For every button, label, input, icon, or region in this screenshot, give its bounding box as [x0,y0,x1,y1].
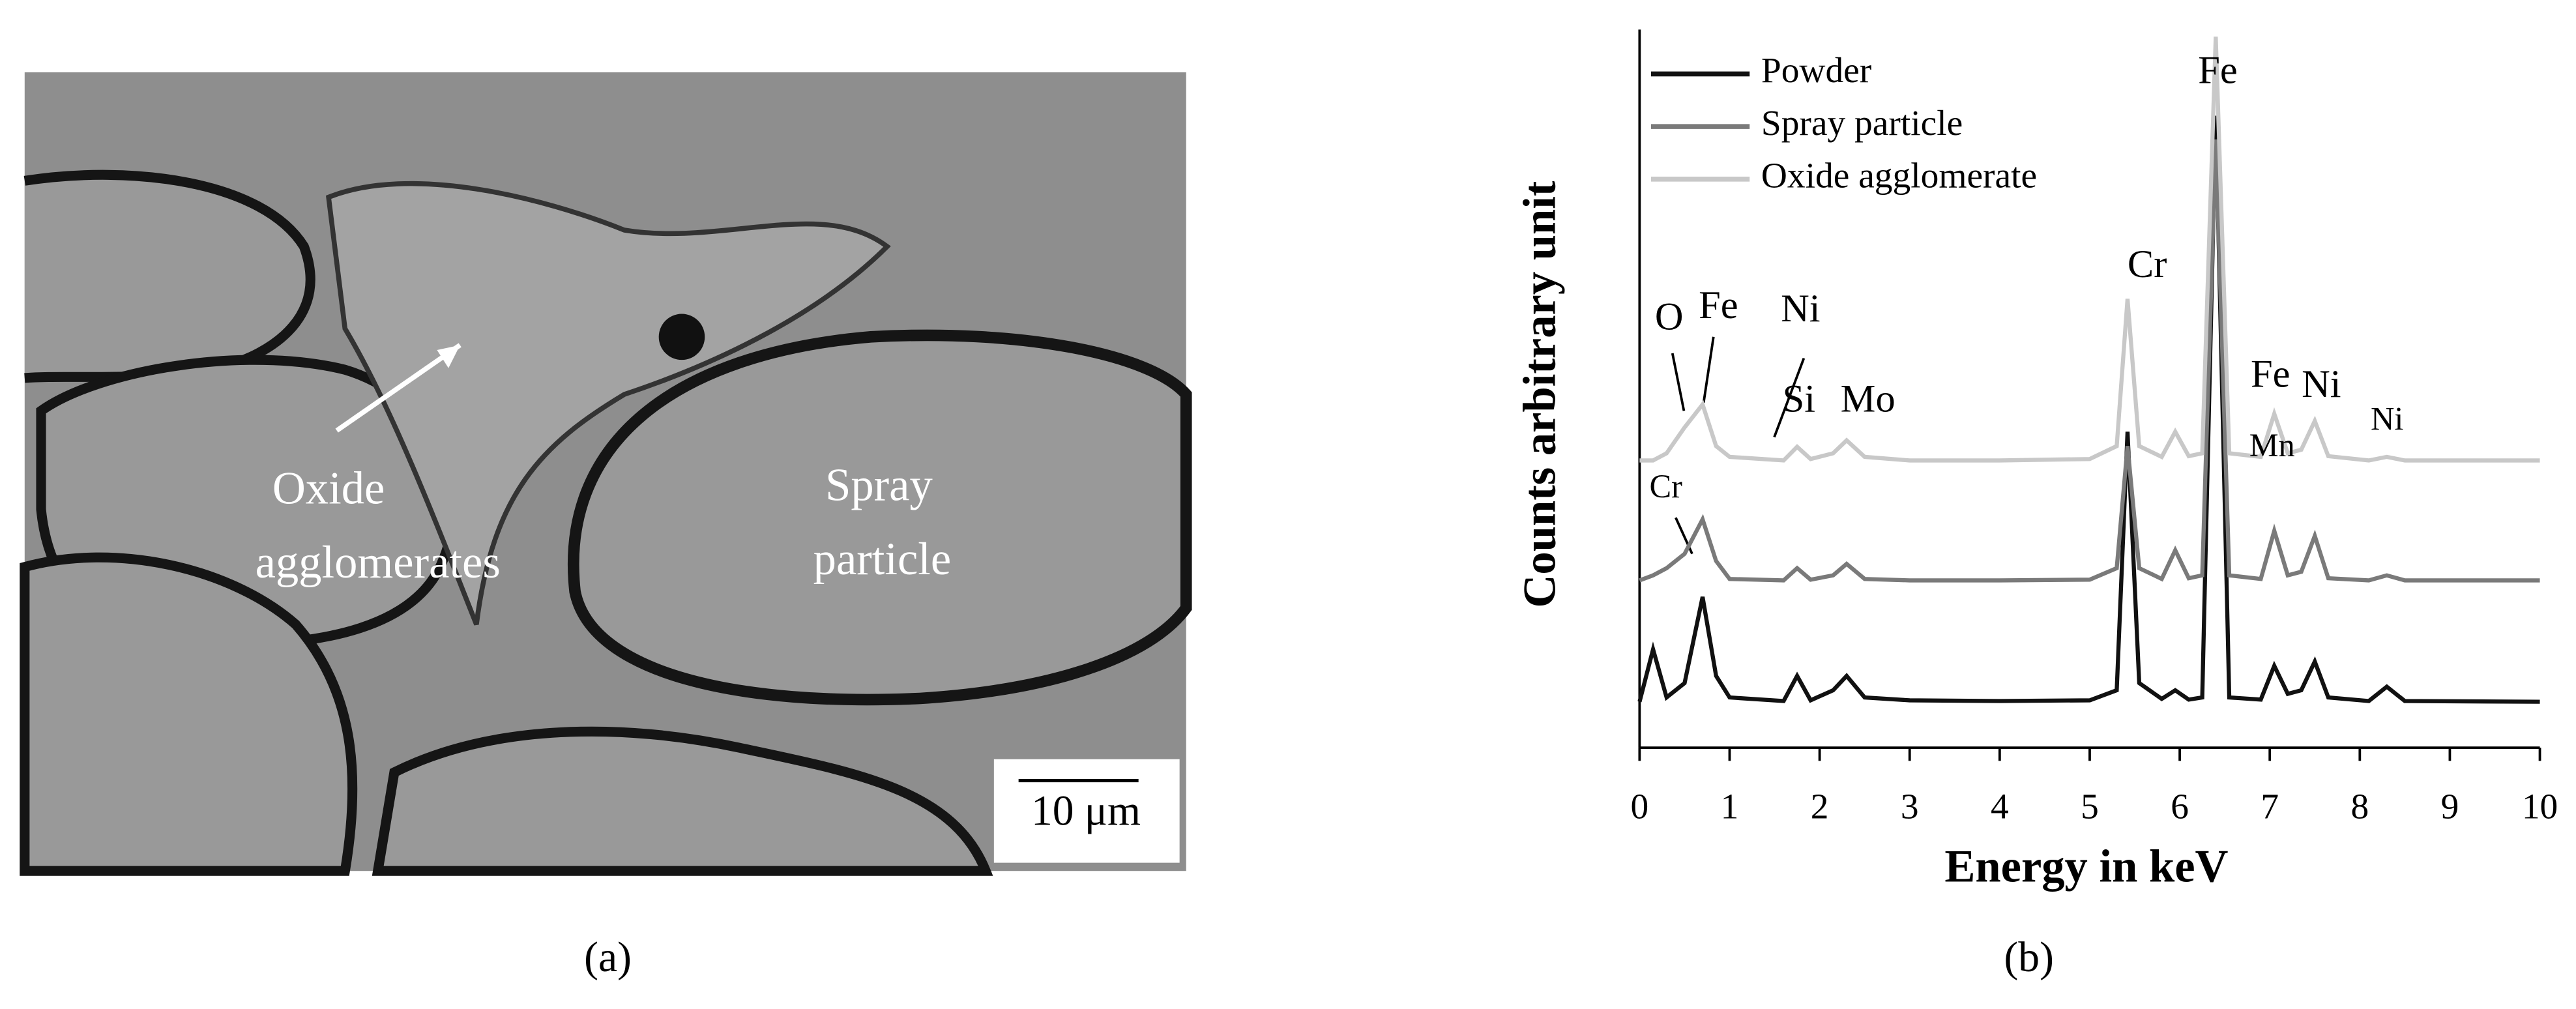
x-tick-label: 5 [2081,787,2099,826]
x-tick-label: 9 [2441,787,2459,826]
peak-label: Fe [2251,353,2290,396]
peak-label: Ni [2371,400,2403,437]
peak-label: Cr [1649,468,1682,504]
legend-label: Oxide agglomerate [1761,156,2037,196]
sem-label: particle [813,534,952,585]
x-tick-label: 6 [2171,787,2189,826]
legend-label: Powder [1761,50,1871,90]
peak-label: Mo [1841,377,1895,421]
x-tick-label: 0 [1631,787,1649,826]
caption: (b) [2004,934,2053,981]
spectrum-line [1639,37,2540,463]
caption: (a) [584,934,632,981]
x-tick-label: 8 [2350,787,2369,826]
x-tick-label: 4 [1991,787,2009,826]
peak-label: Cr [2128,242,2167,286]
spectrum-line [1637,115,2540,704]
peak-label: Fe [1699,284,1738,327]
peak-label: O [1655,295,1684,338]
peak-label: Si [1783,377,1815,421]
legend-label: Spray particle [1761,103,1963,143]
y-axis-label: Counts arbitrary unit [1514,181,1565,607]
x-tick-label: 10 [2522,787,2558,826]
spectrum-line [1639,139,2540,583]
peak-label: Ni [2302,362,2341,406]
sem-label: agglomerates [256,537,501,588]
x-tick-label: 2 [1811,787,1829,826]
peak-label: Mn [2249,427,2295,463]
peak-label: Fe [2198,48,2237,92]
sem-label: Oxide [272,463,385,514]
x-axis-label: Energy in keV [1944,841,2228,892]
sem-image [20,72,1192,876]
x-tick-label: 7 [2261,787,2279,826]
peak-label: Ni [1781,287,1820,330]
panel-a-labels: Oxide agglomerates Spray particle 10 μm … [256,460,2054,981]
x-tick-label: 1 [1721,787,1739,826]
sem-label: Spray [825,460,933,511]
scale-bar-label: 10 μm [1031,788,1141,835]
x-tick-label: 3 [1901,787,1919,826]
